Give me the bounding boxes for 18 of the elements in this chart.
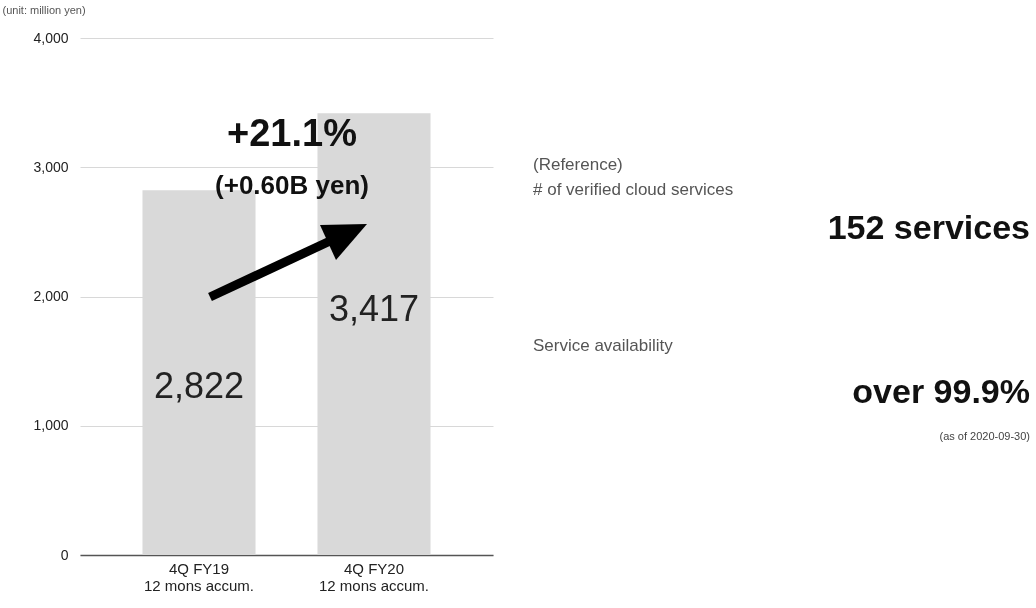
y-tick-label: 0 [60,546,69,563]
text: # of verified cloud services [533,180,734,200]
y-tick-label: 4,000 [33,29,69,46]
text: 152 services [827,208,1030,247]
text: (Reference) [533,155,623,175]
text: over 99.9% [852,372,1030,411]
x-tick-label: 4Q FY19 12 mons accum. [143,559,255,594]
y-tick-label: 1,000 [33,417,69,434]
data-label: 2,822 [153,365,245,407]
x-tick-label: 4Q FY20 12 mons accum. [318,559,430,594]
y-tick-label: 2,000 [33,288,69,304]
text: (as of 2020-09-30) [939,430,1030,442]
text: Service availability [533,336,673,356]
data-label: 3,417 [328,288,420,330]
annotation: +21.1% [227,112,357,154]
annotation: (+0.60B yen) [215,170,369,200]
y-tick-label: 3,000 [33,158,69,175]
y-axis-title: (unit: million yen) [2,3,86,16]
